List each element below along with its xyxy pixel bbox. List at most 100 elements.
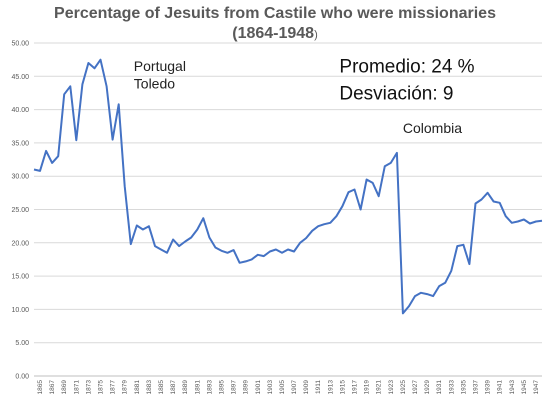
data-point	[323, 223, 325, 225]
data-point	[39, 170, 41, 172]
data-point	[245, 260, 247, 262]
x-tick-label: 1909	[303, 380, 310, 395]
x-tick-label: 1907	[291, 380, 298, 395]
y-tick-label: 45.00	[11, 74, 29, 81]
data-point	[438, 285, 440, 287]
data-point	[305, 237, 307, 239]
x-tick-label: 1889	[182, 380, 189, 395]
data-point	[402, 312, 404, 314]
x-tick-label: 1887	[170, 380, 177, 395]
x-tick-label: 1867	[49, 380, 56, 395]
data-point	[432, 295, 434, 297]
x-tick-label: 1881	[134, 380, 141, 395]
x-tick-label: 1915	[339, 380, 346, 395]
data-point	[142, 228, 144, 230]
data-point	[299, 242, 301, 244]
data-point	[154, 245, 156, 247]
y-tick-label: 40.00	[11, 107, 29, 114]
data-point	[317, 225, 319, 227]
data-point	[45, 150, 47, 152]
x-tick-label: 1925	[400, 380, 407, 395]
data-point	[202, 217, 204, 219]
y-tick-label: 50.00	[11, 41, 29, 48]
data-point	[426, 293, 428, 295]
x-tick-label: 1891	[194, 380, 201, 395]
data-point	[378, 195, 380, 197]
x-tick-label: 1893	[206, 380, 213, 395]
x-tick-label: 1939	[485, 380, 492, 395]
data-point	[190, 236, 192, 238]
data-point	[251, 258, 253, 260]
data-point	[414, 295, 416, 297]
data-point	[335, 215, 337, 217]
data-point	[517, 220, 519, 222]
x-tick-label: 1919	[364, 380, 371, 395]
y-tick-label: 10.00	[11, 307, 29, 314]
series-line	[34, 60, 542, 314]
data-point	[57, 155, 59, 157]
x-tick-label: 1865	[37, 380, 44, 395]
x-tick-label: 1913	[327, 380, 334, 395]
x-tick-label: 1903	[267, 380, 274, 395]
data-point	[366, 179, 368, 181]
data-point	[474, 203, 476, 205]
data-point	[87, 62, 89, 64]
x-tick-label: 1911	[315, 380, 322, 394]
x-tick-label: 1945	[521, 380, 528, 395]
data-point	[130, 243, 132, 245]
data-point	[450, 270, 452, 272]
x-tick-label: 1931	[436, 380, 443, 395]
x-tick-label: 1927	[412, 380, 419, 395]
y-axis-ticks: 0.00 5.00 10.00 15.00 20.00 25.00 30.00 35.00 40…	[11, 41, 29, 381]
data-point	[69, 85, 71, 87]
data-point	[511, 222, 513, 224]
data-point	[541, 220, 543, 222]
x-tick-label: 1869	[61, 380, 68, 395]
x-tick-label: 1883	[146, 380, 153, 395]
x-tick-label: 1923	[388, 380, 395, 395]
x-tick-label: 1899	[243, 380, 250, 395]
data-point	[184, 240, 186, 242]
annotation-label: Colombia	[403, 120, 462, 136]
data-point	[287, 248, 289, 250]
x-tick-label: 1935	[460, 380, 467, 395]
data-point	[529, 222, 531, 224]
x-tick-label: 1895	[218, 380, 225, 395]
y-tick-label: 30.00	[11, 174, 29, 181]
data-point	[51, 162, 53, 164]
data-point	[124, 185, 126, 187]
data-point	[81, 83, 83, 85]
data-point	[148, 225, 150, 227]
data-point	[106, 85, 108, 87]
data-point	[281, 252, 283, 254]
data-point	[118, 103, 120, 105]
stat-label: Promedio: 24 %	[339, 56, 474, 77]
data-point	[341, 205, 343, 207]
data-point	[220, 250, 222, 252]
data-point	[136, 224, 138, 226]
data-point	[293, 250, 295, 252]
data-point	[63, 93, 65, 95]
data-point	[166, 252, 168, 254]
data-point	[196, 228, 198, 230]
annotation-label: Toledo	[134, 75, 175, 91]
data-point	[178, 245, 180, 247]
x-tick-label: 1929	[424, 380, 431, 395]
y-tick-label: 25.00	[11, 207, 29, 214]
data-point	[214, 246, 216, 248]
data-point	[420, 292, 422, 294]
y-tick-label: 0.00	[15, 374, 29, 381]
x-tick-label: 1937	[472, 380, 479, 395]
data-point	[263, 255, 265, 257]
data-point	[227, 252, 229, 254]
data-point	[408, 305, 410, 307]
y-tick-label: 15.00	[11, 274, 29, 281]
data-point	[347, 191, 349, 193]
data-point	[481, 199, 483, 201]
x-tick-label: 1877	[110, 380, 117, 395]
data-point	[493, 201, 495, 203]
x-tick-label: 1943	[509, 380, 516, 395]
x-tick-label: 1941	[497, 380, 504, 395]
y-tick-label: 20.00	[11, 240, 29, 247]
